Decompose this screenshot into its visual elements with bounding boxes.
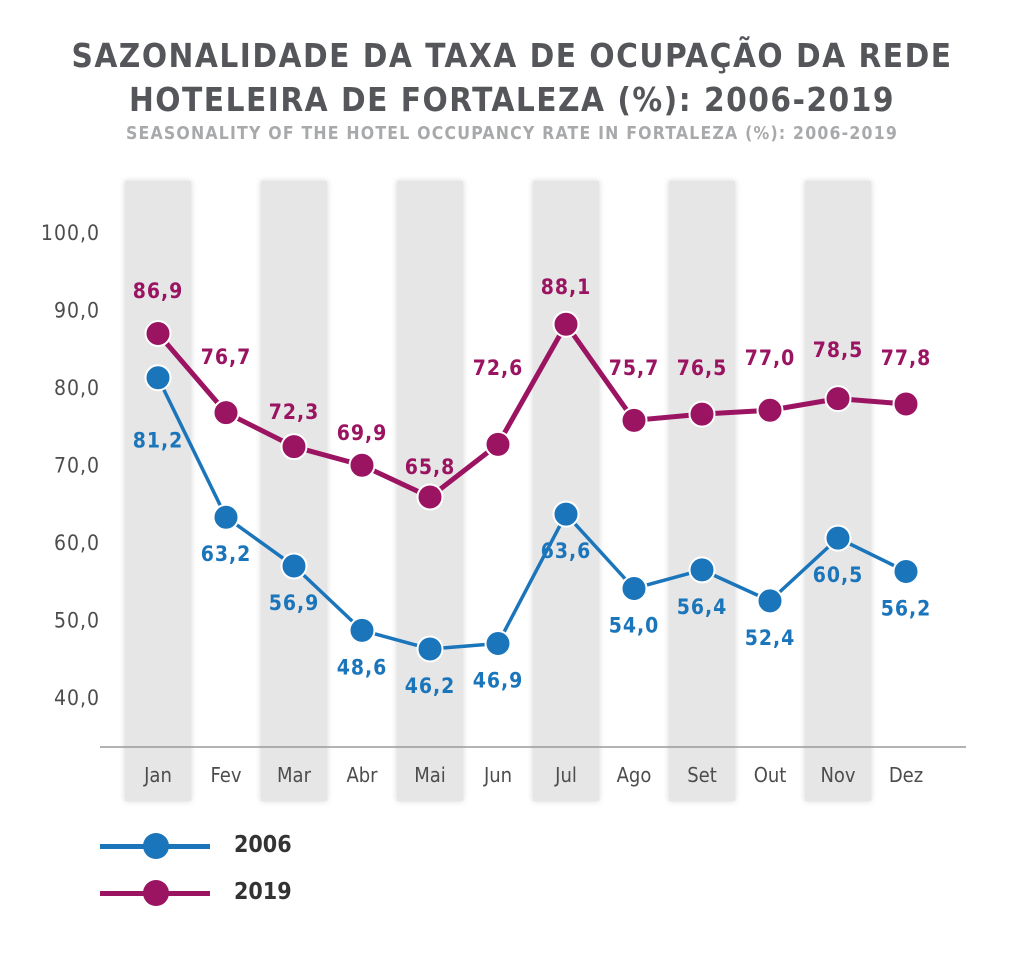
legend-item-2006: 2006	[100, 826, 400, 866]
data-point-2019	[484, 430, 512, 458]
data-label-2019: 75,7	[609, 356, 660, 380]
data-point-2019	[620, 406, 648, 434]
legend-label-2006: 2006	[234, 832, 292, 858]
data-point-2006	[144, 364, 172, 392]
data-label-2006: 52,4	[745, 626, 796, 650]
data-point-2019	[688, 400, 716, 428]
data-label-2019: 76,7	[201, 345, 252, 369]
data-point-2019	[416, 483, 444, 511]
data-point-2006	[348, 616, 376, 644]
legend-marker-2006	[143, 833, 169, 859]
data-label-2006: 60,5	[813, 563, 864, 587]
y-tick-label: 40,0	[54, 686, 100, 710]
y-tick-label: 50,0	[54, 609, 100, 633]
x-tick-label-set: Set	[687, 763, 717, 787]
data-point-2006	[484, 630, 512, 658]
y-tick-label: 70,0	[54, 454, 100, 478]
data-point-2019	[756, 396, 784, 424]
x-tick-label-nov: Nov	[820, 763, 855, 787]
data-label-2019: 78,5	[813, 338, 864, 362]
data-label-2006: 56,9	[269, 591, 320, 615]
band-mar	[261, 181, 327, 801]
x-tick-label-mai: Mai	[414, 763, 446, 787]
band-set	[669, 181, 735, 801]
x-tick-label-jun: Jun	[483, 763, 512, 787]
data-label-2006: 54,0	[609, 614, 660, 638]
data-label-2006: 56,4	[677, 595, 728, 619]
data-label-2006: 81,2	[133, 429, 184, 453]
band-jul	[533, 181, 599, 801]
data-point-2006	[756, 587, 784, 615]
chart-title-line-1: SAZONALIDADE DA TAXA DE OCUPAÇÃO DA REDE	[71, 36, 953, 75]
band-jan	[125, 181, 191, 801]
x-tick-label-jan: Jan	[143, 763, 172, 787]
data-label-2006: 48,6	[337, 655, 388, 679]
legend-item-2019: 2019	[100, 873, 400, 913]
data-label-2019: 88,1	[541, 275, 592, 299]
data-label-2019: 86,9	[133, 279, 184, 303]
data-point-2006	[212, 503, 240, 531]
data-point-2006	[824, 524, 852, 552]
legend-label-2019: 2019	[234, 879, 292, 905]
y-tick-label: 60,0	[54, 531, 100, 555]
data-point-2006	[416, 635, 444, 663]
data-label-2006: 46,2	[405, 674, 456, 698]
x-tick-label-ago: Ago	[617, 763, 652, 787]
data-point-2006	[620, 575, 648, 602]
data-point-2019	[824, 385, 852, 413]
data-point-2019	[280, 433, 308, 461]
data-point-2006	[892, 557, 920, 585]
chart-title-line-2: HOTELEIRA DE FORTALEZA (%): 2006-2019	[128, 80, 896, 119]
data-point-2006	[280, 552, 308, 580]
x-tick-label-dez: Dez	[889, 763, 923, 787]
data-point-2019	[212, 399, 240, 427]
x-tick-label-jul: Jul	[554, 763, 577, 787]
data-label-2019: 77,8	[881, 346, 932, 370]
data-label-2019: 72,6	[473, 356, 524, 380]
x-tick-label-fev: Fev	[211, 763, 242, 787]
data-label-2019: 65,8	[405, 455, 456, 479]
y-tick-label: 100,0	[41, 221, 100, 245]
legend-marker-2019	[143, 880, 169, 906]
data-label-2019: 72,3	[269, 400, 320, 424]
data-point-2019	[892, 390, 920, 418]
data-label-2019: 76,5	[677, 356, 728, 380]
data-label-2006: 63,2	[201, 542, 252, 566]
data-label-2006: 46,9	[473, 669, 524, 693]
y-tick-label: 80,0	[54, 376, 100, 400]
data-label-2006: 63,6	[541, 539, 592, 563]
data-label-2019: 69,9	[337, 421, 388, 445]
series-line-2006	[156, 376, 907, 651]
data-point-2019	[144, 320, 172, 348]
x-tick-label-out: Out	[754, 763, 787, 787]
data-point-2019	[552, 310, 580, 338]
x-tick-label-abr: Abr	[346, 763, 378, 787]
y-tick-label: 90,0	[54, 299, 100, 323]
chart-subtitle: SEASONALITY OF THE HOTEL OCCUPANCY RATE …	[125, 124, 899, 144]
data-label-2019: 77,0	[745, 346, 796, 370]
data-point-2006	[688, 556, 716, 584]
band-nov	[805, 181, 871, 801]
data-point-2006	[552, 500, 580, 528]
data-label-2006: 56,2	[881, 596, 932, 620]
x-tick-label-mar: Mar	[277, 763, 312, 787]
data-point-2019	[348, 451, 376, 479]
